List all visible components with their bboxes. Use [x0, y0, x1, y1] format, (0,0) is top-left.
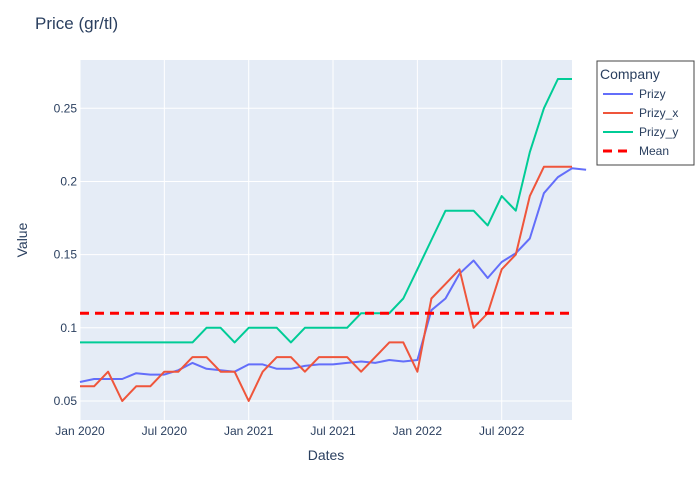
y-tick-label: 0.15	[54, 248, 78, 262]
y-axis-ticks: 0.05 0.1 0.15 0.2 0.25	[54, 101, 78, 408]
x-tick-label: Jul 2022	[479, 424, 525, 438]
legend-title: Company	[600, 66, 660, 82]
x-axis-title: Dates	[308, 447, 345, 463]
series-lines	[79, 78, 587, 402]
x-tick-label: Jul 2020	[142, 424, 188, 438]
y-axis-title: Value	[14, 222, 30, 257]
y-tick-label: 0.25	[54, 101, 78, 115]
x-axis-ticks: Jan 2020 Jul 2020 Jan 2021 Jul 2021 Jan 2022…	[55, 424, 524, 438]
x-tick-label: Jan 2020	[55, 424, 105, 438]
y-tick-label: 0.2	[60, 174, 77, 188]
x-tick-label: Jan 2021	[224, 424, 274, 438]
plot-area	[80, 60, 572, 420]
legend[interactable]: Company Prizy Prizy_x Prizy_y Mean	[596, 60, 695, 166]
y-tick-label: 0.1	[60, 321, 77, 335]
legend-item-prizy[interactable]: Prizy	[639, 87, 666, 101]
chart-title: Price (gr/tl)	[35, 14, 118, 33]
series-line-prizy_y	[80, 78, 572, 344]
y-tick-label: 0.05	[54, 394, 78, 408]
series-line-prizy_x	[80, 165, 572, 402]
legend-item-prizy_x[interactable]: Prizy_x	[639, 106, 678, 120]
x-tick-label: Jan 2022	[393, 424, 443, 438]
legend-item-prizy_y[interactable]: Prizy_y	[639, 125, 678, 139]
legend-item-mean[interactable]: Mean	[639, 144, 669, 158]
series-line-prizy	[79, 167, 587, 383]
x-tick-label: Jul 2021	[310, 424, 356, 438]
